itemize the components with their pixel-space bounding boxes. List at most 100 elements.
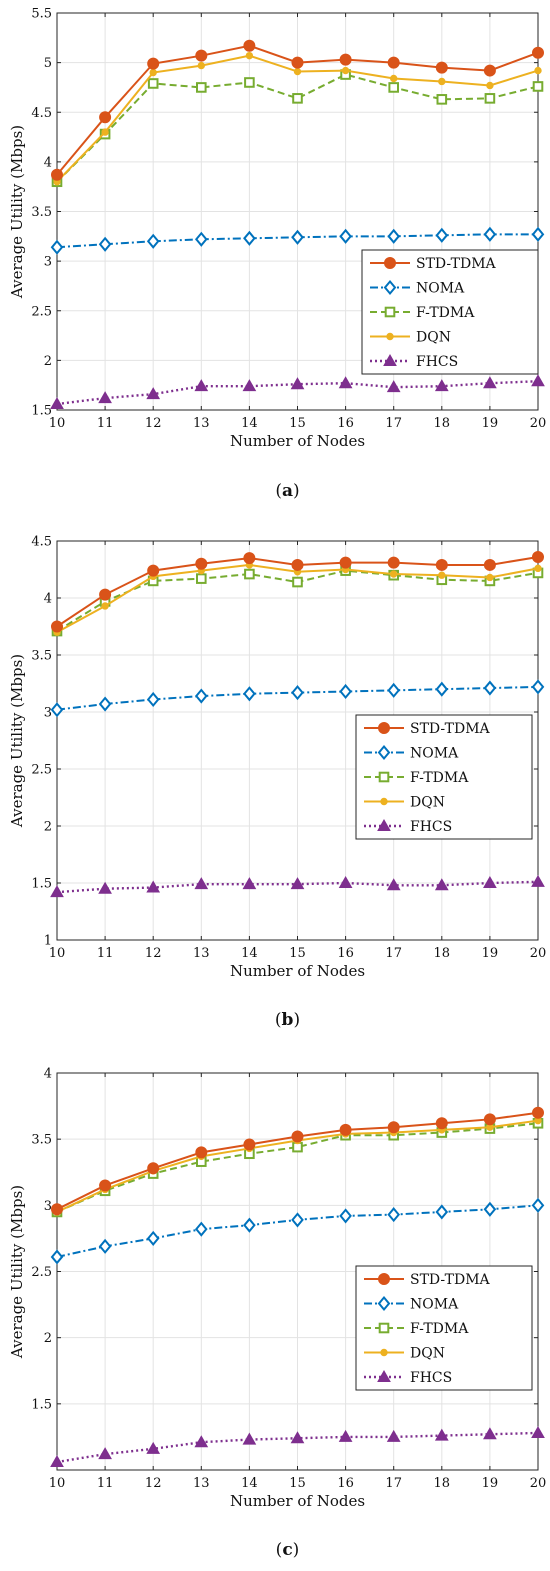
data-point-dqn (534, 564, 542, 573)
data-point-fhcs (434, 1428, 449, 1441)
y-tick-label: 1.5 (31, 1397, 52, 1412)
legend-label: STD-TDMA (416, 256, 497, 272)
legend-marker-fhcs (383, 353, 397, 366)
series-line-f-tdma (56, 1122, 539, 1213)
data-point-std-tdma (243, 1138, 256, 1151)
data-point-std-tdma (339, 556, 352, 569)
data-point-fhcs (50, 1455, 64, 1468)
legend-marker-f-tdma (378, 1322, 390, 1334)
y-tick-label: 5.5 (31, 7, 52, 22)
data-point-fhcs (483, 875, 497, 888)
data-point-fhcs (242, 379, 257, 392)
legend-label: NOMA (410, 1297, 459, 1313)
data-point-noma (194, 688, 208, 704)
data-point-f-tdma (244, 77, 255, 88)
legend-marker-dqn (386, 332, 394, 341)
y-tick-label: 4.5 (31, 535, 52, 550)
data-point-noma (291, 229, 304, 245)
x-tick-label: 12 (145, 1476, 162, 1491)
data-point-std-tdma (435, 61, 448, 74)
data-point-dqn (534, 66, 542, 75)
legend-label: FHCS (410, 1370, 452, 1386)
data-point-f-tdma (147, 78, 159, 89)
data-point-fhcs (338, 875, 353, 888)
data-point-noma (387, 228, 401, 244)
legend-label: FHCS (410, 819, 452, 835)
data-point-dqn (197, 61, 206, 70)
data-point-dqn (390, 74, 398, 83)
data-point-fhcs (434, 379, 449, 392)
x-tick-label: 16 (337, 416, 354, 431)
data-point-f-tdma (196, 573, 207, 584)
data-point-fhcs (50, 397, 64, 410)
x-tick-label: 10 (49, 946, 66, 961)
data-point-noma (435, 227, 449, 243)
data-point-dqn (438, 571, 446, 579)
legend-label: DQN (416, 330, 451, 346)
x-tick-label: 13 (193, 946, 210, 961)
y-tick-label: 3.5 (31, 649, 52, 664)
chart-panel-2: 10 11 12 13 14 15 16 17 18 19 20 1 1.5 2 2.5 3 3.5 4 4.5 Nu… (8, 535, 546, 981)
x-tick-label: 16 (337, 1476, 354, 1491)
y-axis-label: Average Utility (Mbps) (8, 654, 26, 828)
data-point-noma (50, 702, 64, 718)
data-point-fhcs (483, 1427, 497, 1440)
data-point-fhcs (338, 376, 353, 389)
data-point-f-tdma (532, 81, 544, 92)
x-tick-label: 14 (241, 946, 258, 961)
series-dqn (53, 561, 542, 636)
data-point-std-tdma (435, 558, 448, 571)
legend-label: F-TDMA (410, 770, 469, 786)
data-point-fhcs (483, 376, 497, 389)
data-point-std-tdma (291, 56, 304, 69)
data-point-fhcs (194, 379, 209, 392)
data-point-fhcs (98, 391, 112, 404)
data-point-noma (243, 686, 256, 702)
series-std-tdma (51, 39, 544, 181)
data-point-std-tdma (51, 620, 63, 633)
x-tick-label: 17 (385, 1476, 402, 1491)
legend-marker-noma (383, 279, 397, 296)
series-fhcs (50, 874, 545, 898)
legend-marker-std-tdma (378, 722, 390, 734)
data-point-noma (435, 681, 449, 697)
data-point-dqn (293, 67, 302, 76)
series-line-f-tdma (56, 73, 539, 183)
legend-marker-f-tdma (378, 771, 390, 783)
legend-label: DQN (410, 1346, 445, 1362)
panel-caption: (a) (275, 481, 299, 501)
data-point-fhcs (531, 374, 545, 387)
data-point-noma (339, 1208, 352, 1224)
data-point-noma (531, 226, 545, 242)
data-point-noma (50, 1249, 64, 1265)
x-tick-label: 13 (193, 1476, 210, 1491)
legend: STD-TDMA NOMA F-TDMA DQN FHCS (355, 714, 533, 840)
y-tick-label: 2 (44, 1331, 52, 1346)
x-axis-label: Number of Nodes (230, 962, 365, 980)
data-point-std-tdma (99, 111, 112, 124)
data-point-fhcs (98, 1447, 112, 1460)
x-tick-label: 19 (482, 1476, 499, 1491)
data-point-fhcs (434, 878, 449, 891)
y-tick-label: 4 (44, 155, 52, 170)
x-tick-label: 12 (145, 416, 162, 431)
x-tick-label: 11 (97, 946, 114, 961)
data-point-dqn (245, 51, 254, 60)
data-point-noma (243, 230, 256, 246)
x-tick-label: 18 (434, 1476, 451, 1491)
data-point-std-tdma (387, 56, 400, 69)
data-point-fhcs (290, 1431, 305, 1444)
data-point-noma (483, 226, 497, 242)
data-point-std-tdma (387, 1121, 400, 1134)
data-point-fhcs (386, 1429, 401, 1442)
legend-label: STD-TDMA (410, 721, 491, 737)
data-point-fhcs (146, 880, 161, 893)
y-tick-label: 3 (44, 255, 52, 270)
data-point-f-tdma (196, 82, 207, 93)
data-point-noma (339, 228, 352, 244)
data-point-noma (387, 1207, 401, 1223)
x-tick-label: 12 (145, 946, 162, 961)
legend-marker-fhcs (377, 818, 391, 831)
data-point-dqn (390, 570, 398, 578)
y-tick-label: 2 (44, 354, 52, 369)
